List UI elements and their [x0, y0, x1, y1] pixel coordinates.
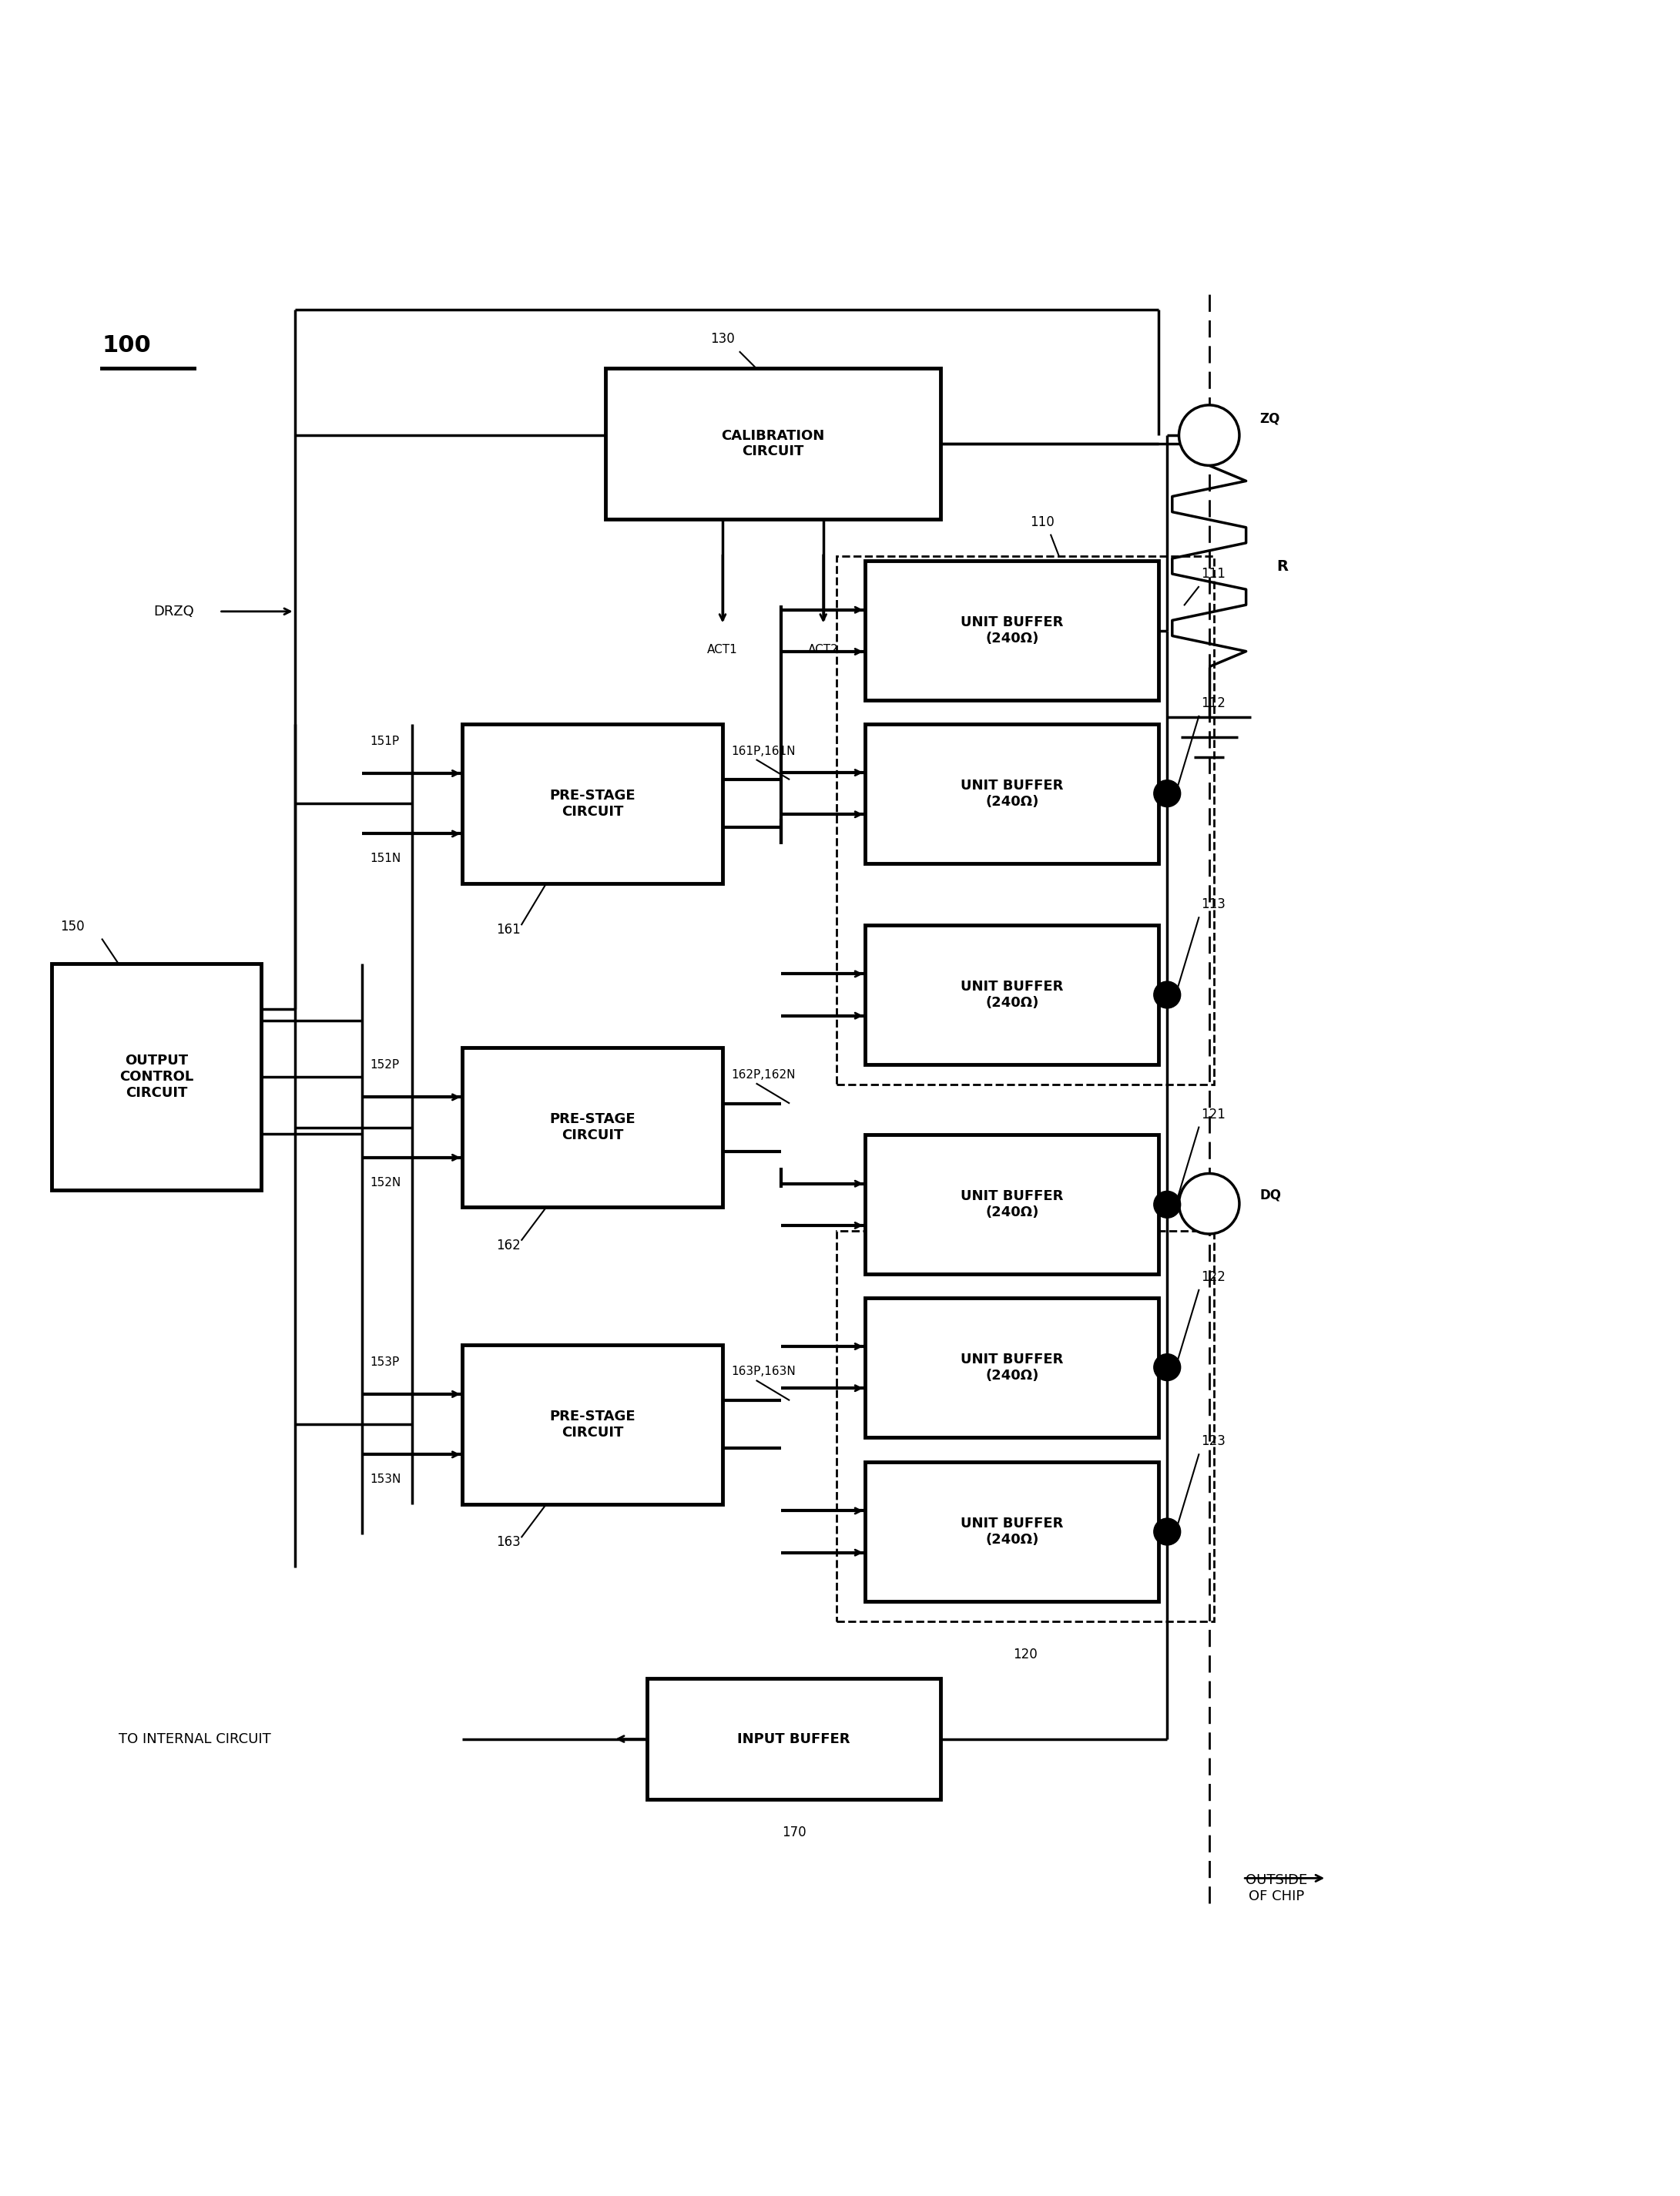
Circle shape	[1154, 1355, 1181, 1381]
Text: PRE-STAGE
CIRCUIT: PRE-STAGE CIRCUIT	[549, 1113, 635, 1142]
Text: ZQ: ZQ	[1260, 411, 1280, 426]
Bar	[837, 1230, 1215, 1621]
Text: 153P: 153P	[370, 1357, 400, 1368]
Bar	[865, 925, 1159, 1065]
Text: TO INTERNAL CIRCUIT: TO INTERNAL CIRCUIT	[119, 1733, 270, 1746]
Bar	[837, 556, 1215, 1085]
Text: 111: 111	[1201, 567, 1225, 582]
Text: 161P,161N: 161P,161N	[731, 744, 795, 758]
Text: R: R	[1277, 558, 1289, 573]
Bar	[865, 1135, 1159, 1274]
Text: 110: 110	[1030, 516, 1055, 529]
Circle shape	[1154, 1190, 1181, 1219]
Text: DRZQ: DRZQ	[153, 604, 193, 619]
Text: UNIT BUFFER
(240Ω): UNIT BUFFER (240Ω)	[961, 615, 1063, 646]
Text: 162: 162	[496, 1239, 521, 1252]
Text: 151P: 151P	[370, 736, 400, 747]
Bar	[865, 1463, 1159, 1601]
Text: 163P,163N: 163P,163N	[731, 1366, 795, 1377]
Text: INPUT BUFFER: INPUT BUFFER	[738, 1733, 850, 1746]
Text: 163: 163	[496, 1535, 521, 1548]
Text: 113: 113	[1201, 898, 1225, 911]
Text: UNIT BUFFER
(240Ω): UNIT BUFFER (240Ω)	[961, 1517, 1063, 1546]
Text: UNIT BUFFER
(240Ω): UNIT BUFFER (240Ω)	[961, 780, 1063, 808]
Bar	[865, 1298, 1159, 1436]
Text: 170: 170	[781, 1825, 806, 1840]
Text: OUTSIDE
OF CHIP: OUTSIDE OF CHIP	[1245, 1873, 1307, 1904]
Text: UNIT BUFFER
(240Ω): UNIT BUFFER (240Ω)	[961, 979, 1063, 1010]
Text: 112: 112	[1201, 696, 1225, 709]
Text: UNIT BUFFER
(240Ω): UNIT BUFFER (240Ω)	[961, 1353, 1063, 1381]
Bar	[462, 1344, 722, 1504]
Text: 162P,162N: 162P,162N	[731, 1069, 795, 1080]
Text: 161: 161	[496, 922, 521, 938]
Text: CALIBRATION
CIRCUIT: CALIBRATION CIRCUIT	[721, 428, 825, 459]
Text: 120: 120	[1013, 1647, 1038, 1662]
Text: 122: 122	[1201, 1269, 1225, 1285]
Circle shape	[1154, 982, 1181, 1008]
Text: 152N: 152N	[370, 1177, 402, 1188]
Text: OUTPUT
CONTROL
CIRCUIT: OUTPUT CONTROL CIRCUIT	[119, 1054, 193, 1100]
Bar	[462, 725, 722, 883]
Text: ACT2: ACT2	[808, 643, 838, 657]
Circle shape	[1179, 404, 1240, 466]
Bar	[865, 562, 1159, 701]
Circle shape	[1154, 1517, 1181, 1546]
Bar	[647, 1678, 941, 1799]
Circle shape	[1179, 1173, 1240, 1234]
Text: 130: 130	[711, 332, 734, 347]
Text: 121: 121	[1201, 1107, 1225, 1122]
Bar	[865, 725, 1159, 863]
Text: UNIT BUFFER
(240Ω): UNIT BUFFER (240Ω)	[961, 1190, 1063, 1219]
Text: PRE-STAGE
CIRCUIT: PRE-STAGE CIRCUIT	[549, 788, 635, 819]
Text: DQ: DQ	[1260, 1188, 1282, 1201]
Text: PRE-STAGE
CIRCUIT: PRE-STAGE CIRCUIT	[549, 1410, 635, 1438]
Text: 100: 100	[102, 334, 151, 358]
Text: 152P: 152P	[370, 1058, 400, 1072]
Circle shape	[1154, 780, 1181, 806]
Text: 123: 123	[1201, 1434, 1225, 1449]
Bar	[52, 964, 260, 1190]
Text: 151N: 151N	[370, 852, 402, 865]
Bar	[605, 369, 941, 518]
Bar	[462, 1047, 722, 1208]
Text: 150: 150	[60, 920, 84, 933]
Text: ACT1: ACT1	[707, 643, 738, 657]
Text: 153N: 153N	[370, 1474, 402, 1484]
